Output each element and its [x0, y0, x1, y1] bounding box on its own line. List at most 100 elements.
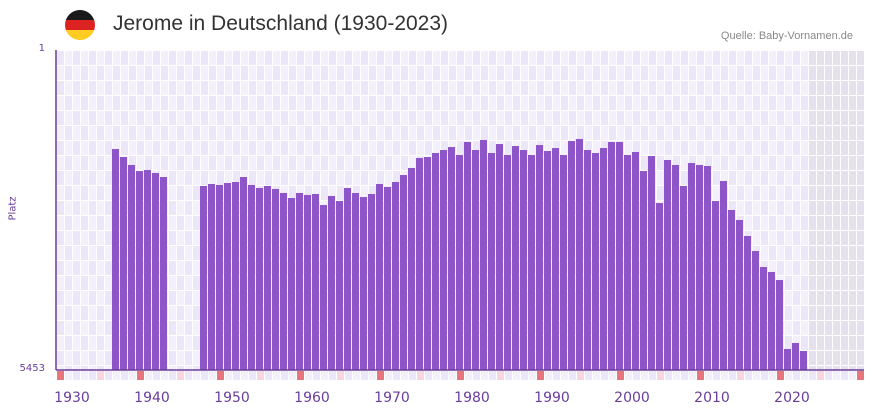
year-marker: [409, 371, 416, 380]
grid-cell: [441, 96, 448, 110]
bar-1941: [144, 170, 151, 370]
grid-cell: [201, 81, 208, 95]
grid-cell: [809, 111, 816, 125]
grid-cell: [105, 276, 112, 290]
grid-cell: [529, 66, 536, 80]
grid-cell: [609, 96, 616, 110]
grid-cell: [577, 126, 584, 140]
y-tick-label-bottom: 5453: [19, 363, 45, 374]
grid-cell: [641, 51, 648, 65]
grid-cell: [489, 81, 496, 95]
year-marker: [761, 371, 768, 380]
grid-cell: [657, 81, 664, 95]
grid-cell: [801, 96, 808, 110]
grid-cell: [833, 111, 840, 125]
grid-cell: [553, 66, 560, 80]
year-marker: [417, 371, 424, 380]
grid-cell: [65, 126, 72, 140]
grid-cell: [145, 96, 152, 110]
grid-cell: [345, 81, 352, 95]
grid-cell: [329, 111, 336, 125]
grid-cell: [817, 276, 824, 290]
grid-cell: [833, 276, 840, 290]
year-marker: [649, 371, 656, 380]
grid-cell: [89, 336, 96, 350]
grid-cell: [153, 51, 160, 65]
grid-cell: [177, 261, 184, 275]
grid-cell: [409, 96, 416, 110]
grid-cell: [617, 51, 624, 65]
grid-cell: [345, 171, 352, 185]
grid-cell: [185, 171, 192, 185]
grid-cell: [193, 291, 200, 305]
grid-cell: [57, 276, 64, 290]
grid-cell: [169, 321, 176, 335]
grid-cell: [649, 141, 656, 155]
grid-cell: [489, 51, 496, 65]
grid-cell: [769, 246, 776, 260]
grid-cell: [857, 126, 864, 140]
source-label[interactable]: Quelle: Baby-Vornamen.de: [720, 30, 853, 42]
grid-cell: [689, 51, 696, 65]
grid-cell: [817, 351, 824, 365]
grid-cell: [793, 321, 800, 335]
grid-cell: [793, 171, 800, 185]
grid-cell: [841, 51, 848, 65]
grid-cell: [713, 141, 720, 155]
grid-cell: [761, 111, 768, 125]
grid-cell: [105, 186, 112, 200]
grid-cell: [721, 51, 728, 65]
grid-cell: [97, 351, 104, 365]
grid-cell: [169, 156, 176, 170]
grid-cell: [289, 141, 296, 155]
grid-cell: [513, 66, 520, 80]
grid-cell: [609, 126, 616, 140]
bar-1983: [480, 139, 487, 370]
grid-cell: [89, 171, 96, 185]
grid-cell: [705, 81, 712, 95]
grid-cell: [385, 126, 392, 140]
grid-cell: [409, 156, 416, 170]
grid-cell: [193, 276, 200, 290]
grid-cell: [393, 66, 400, 80]
bar-2018: [760, 266, 767, 370]
grid-cell: [809, 231, 816, 245]
grid-cell: [673, 66, 680, 80]
year-marker: [313, 371, 320, 380]
grid-cell: [401, 96, 408, 110]
grid-cell: [633, 126, 640, 140]
grid-cell: [297, 126, 304, 140]
grid-cell: [105, 306, 112, 320]
year-marker: [137, 371, 144, 380]
grid-cell: [521, 66, 528, 80]
grid-cell: [777, 126, 784, 140]
bar-2017: [752, 251, 759, 370]
year-marker: [769, 371, 776, 380]
x-tick-label: 2000: [614, 390, 650, 406]
grid-cell: [657, 126, 664, 140]
grid-cell: [65, 156, 72, 170]
grid-cell: [193, 336, 200, 350]
grid-cell: [129, 81, 136, 95]
grid-cell: [761, 171, 768, 185]
grid-cell: [193, 126, 200, 140]
grid-cell: [713, 171, 720, 185]
grid-cell: [297, 66, 304, 80]
grid-cell: [841, 186, 848, 200]
grid-cell: [857, 291, 864, 305]
grid-cell: [857, 171, 864, 185]
grid-cell: [841, 246, 848, 260]
x-tick-label: 2010: [694, 390, 730, 406]
grid-cell: [577, 81, 584, 95]
year-marker: [465, 371, 472, 380]
year-marker: [545, 371, 552, 380]
grid-cell: [577, 51, 584, 65]
grid-cell: [81, 231, 88, 245]
grid-cell: [313, 171, 320, 185]
grid-cell: [385, 171, 392, 185]
grid-cell: [185, 66, 192, 80]
grid-cell: [97, 141, 104, 155]
grid-cell: [633, 66, 640, 80]
grid-cell: [729, 96, 736, 110]
grid-cell: [617, 126, 624, 140]
